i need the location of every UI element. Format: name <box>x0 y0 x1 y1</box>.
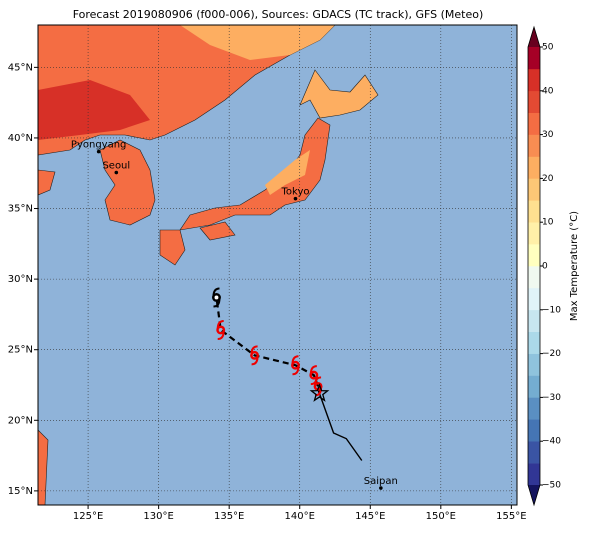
colorbar-bin <box>528 156 540 179</box>
place-dot <box>114 170 119 175</box>
colorbar-bin <box>528 397 540 420</box>
map-frame <box>37 24 518 506</box>
cyclone-arm <box>216 319 224 329</box>
colorbar-extend-low <box>528 485 540 505</box>
lat-tick-label: 20°N <box>8 415 33 426</box>
lon-tick-label: 130°E <box>143 511 173 522</box>
lon-tick-label: 125°E <box>73 511 103 522</box>
grid <box>38 25 517 505</box>
colorbar-bin <box>528 287 540 311</box>
colorbar-tick-label: −30 <box>542 393 561 403</box>
cyclone-arm <box>251 356 259 366</box>
cyclone-symbol <box>309 365 319 386</box>
colorbar-extend-high <box>528 27 540 47</box>
lat-tick-label: 15°N <box>8 486 33 497</box>
colorbar-bin <box>528 309 540 332</box>
colorbar-bin <box>528 244 540 267</box>
cyclone-arm <box>310 376 318 386</box>
lat-tick-label: 40°N <box>8 133 33 144</box>
colorbar-tick-label: 20 <box>542 174 554 184</box>
cyclone-eye <box>216 325 226 335</box>
place-label: Saipan <box>364 476 398 487</box>
colorbar-bin <box>528 222 540 245</box>
colorbar-bin <box>528 419 540 442</box>
colorbar-tick-label: −50 <box>542 481 561 491</box>
lon-tick-label: 140°E <box>285 511 315 522</box>
colorbar-tick-label: 30 <box>542 130 554 140</box>
cyclone-arm <box>250 345 258 355</box>
land <box>37 24 379 506</box>
colorbar: −50 −40 −30 −20 −10 0 10 20 30 40 50 <box>527 25 561 507</box>
lon-tick-label: 135°E <box>214 511 244 522</box>
cyclone-eye <box>212 293 221 302</box>
colorbar-tick-label: 10 <box>542 218 554 228</box>
current-position <box>309 383 330 402</box>
colorbar-bin <box>528 90 540 113</box>
lat-tick-label: 30°N <box>8 274 33 285</box>
colorbar-bin <box>528 331 540 354</box>
place-label: Pyongyang <box>71 140 126 151</box>
cyclone-eye <box>250 350 260 360</box>
colorbar-bin <box>528 178 540 201</box>
title: Forecast 2019080906 (f000-006), Sources:… <box>73 8 484 21</box>
colorbar-bin <box>528 353 540 376</box>
lon-tick-label: 145°E <box>355 511 385 522</box>
cyclone-symbol <box>291 355 300 376</box>
place-dot <box>96 149 101 154</box>
cyclone-symbol <box>216 319 226 340</box>
observed-track <box>318 393 363 461</box>
colorbar-bin <box>528 375 540 398</box>
colorbar-tick-label: 40 <box>542 86 554 96</box>
cyclone-arm <box>292 366 300 376</box>
cyclone-eye <box>291 360 300 370</box>
colorbar-bin <box>528 463 540 486</box>
cyclone-eye <box>309 370 319 380</box>
track <box>212 287 363 461</box>
lon-tick-label: 155°E <box>496 511 526 522</box>
place-label: Seoul <box>102 161 130 172</box>
cyclone-arm <box>291 355 299 365</box>
colorbar-tick-label: −20 <box>542 349 561 359</box>
colorbar-tick-label: −10 <box>542 305 561 315</box>
colorbar-bin <box>528 47 540 70</box>
colorbar-bin <box>528 68 540 92</box>
cyclone-symbol <box>250 345 260 366</box>
place-dot <box>293 196 298 201</box>
lat-tick-label: 45°N <box>8 62 33 73</box>
place-label: Tokyo <box>280 187 309 198</box>
place-dot <box>379 486 383 490</box>
colorbar-bin <box>528 441 540 464</box>
lon-tick-label: 150°E <box>426 511 456 522</box>
cyclone-arm <box>213 298 221 308</box>
colorbar-tick-label: 0 <box>542 262 548 272</box>
colorbar-tick-label: −40 <box>542 437 561 447</box>
colorbar-bin <box>528 266 540 289</box>
cyclone-arm <box>212 287 220 297</box>
cyclone-arm <box>309 365 317 375</box>
cyclone-arm <box>217 330 225 340</box>
colorbar-bin <box>528 134 540 157</box>
colorbar-label: Max Temperature (°C) <box>569 211 580 321</box>
lat-tick-label: 25°N <box>8 345 33 356</box>
lat-tick-label: 35°N <box>8 204 33 215</box>
cyclone-symbol <box>212 287 221 308</box>
colorbar-tick-label: 50 <box>542 43 554 53</box>
colorbar-bin <box>528 112 540 135</box>
colorbar-bin <box>528 200 540 223</box>
